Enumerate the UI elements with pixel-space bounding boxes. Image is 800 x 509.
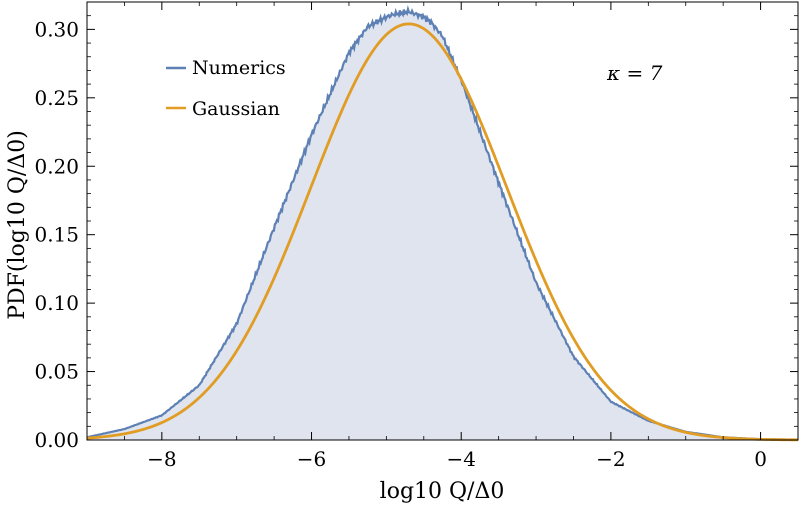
y-tick-label: 0.15 <box>34 223 79 247</box>
legend-label-numerics: Numerics <box>192 57 286 79</box>
numerics-area <box>87 9 798 440</box>
numerics-fill-layer <box>87 9 798 440</box>
legend: Numerics Gaussian <box>166 57 286 120</box>
y-tick-label: 0.20 <box>34 154 79 178</box>
x-axis-label: log10 Q/Δ0 <box>380 479 505 504</box>
x-tick-label: 0 <box>754 447 767 471</box>
y-tick-label: 0.00 <box>34 428 79 452</box>
y-tick-label: 0.30 <box>34 17 79 41</box>
y-tick-label: 0.25 <box>34 86 79 110</box>
y-tick-label: 0.05 <box>34 360 79 384</box>
y-axis-label: PDF(log10 Q/Δ0) <box>5 130 30 320</box>
x-tick-label: −2 <box>596 447 625 471</box>
x-tick-label: −4 <box>446 447 475 471</box>
y-tick-label: 0.10 <box>34 291 79 315</box>
legend-label-gaussian: Gaussian <box>192 98 280 120</box>
tick-layer: −8 −6 −4 −2 0 0.00 0.05 0.10 0.15 0.20 0.25 0.30 <box>34 1 799 471</box>
x-tick-label: −6 <box>297 447 326 471</box>
series-line-gaussian <box>86 22 799 442</box>
x-tick-label: −8 <box>147 447 176 471</box>
series-line-layer <box>86 5 799 442</box>
kappa-annotation: κ = 7 <box>606 61 663 85</box>
